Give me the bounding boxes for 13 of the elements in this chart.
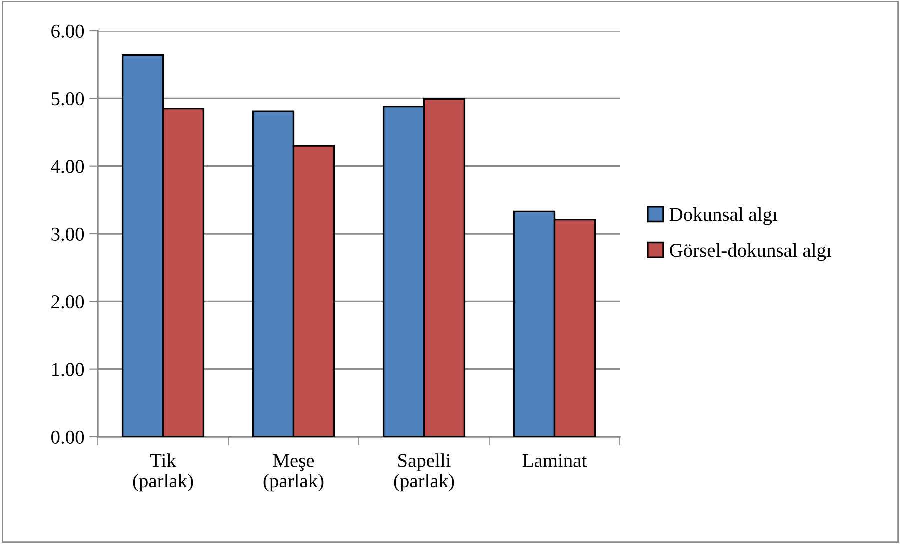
y-tick-label: 1.00 xyxy=(52,363,84,376)
y-tick-label: 2.00 xyxy=(52,295,84,309)
y-tick-label: 0.00 xyxy=(52,430,84,444)
y-tick-label: 3.00 xyxy=(52,228,84,242)
legend-label: Dokunsal algı xyxy=(670,208,778,226)
legend-label: Görsel-dokunsal algı xyxy=(670,243,832,262)
y-tick-label: 5.00 xyxy=(52,92,84,106)
y-tick-label: 6.00 xyxy=(52,24,84,38)
x-tick-label: Meşe (parlak) xyxy=(264,454,324,492)
x-tick-label: Sapelli (parlak) xyxy=(394,454,454,492)
x-tick-label: Tik (parlak) xyxy=(133,454,194,492)
y-tick-label: 4.00 xyxy=(51,160,84,174)
x-tick-label: Laminat xyxy=(522,454,588,468)
